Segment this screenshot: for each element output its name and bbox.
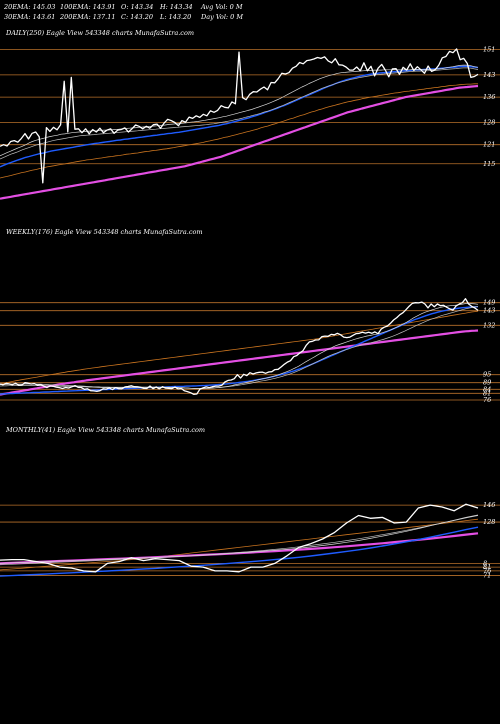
- monthly-level-label: 128: [483, 518, 495, 526]
- monthly-panel: MONTHLY(41) Eagle View 543348 charts Mun…: [0, 426, 500, 580]
- stat-200ema: 200EMA: 137.11: [59, 13, 116, 21]
- stat-day-vol: Day Vol: 0 M: [200, 13, 243, 21]
- weekly-level-label: 149: [483, 299, 495, 307]
- monthly-level-label: 71: [483, 572, 491, 580]
- weekly-level-label: 76: [483, 396, 491, 404]
- daily-level-label: 143: [483, 71, 495, 79]
- daily-level-label: 151: [483, 46, 495, 54]
- daily-long-line: [0, 83, 478, 179]
- stat-open: O: 143.34: [121, 3, 153, 11]
- monthly-level-label: 81: [483, 563, 491, 571]
- monthly-ema30-line: [0, 515, 479, 566]
- weekly-level-label: 132: [483, 321, 495, 329]
- daily-ema200-line: [0, 84, 479, 200]
- daily-ema20-line: [0, 64, 479, 157]
- monthly-price-line: [0, 503, 479, 573]
- monthly-level-label: 8: [483, 559, 487, 567]
- daily-panel: DAILY(250) Eagle View 543348 charts Muna…: [0, 29, 500, 200]
- daily-level-label: 128: [483, 119, 495, 127]
- weekly-level-label: 95: [483, 371, 491, 379]
- monthly-ema100-line: [0, 526, 479, 577]
- monthly-level-label: 146: [483, 501, 495, 509]
- daily-level-label: 121: [483, 141, 495, 149]
- weekly-level-label: 84: [483, 385, 491, 393]
- weekly-chart-title: WEEKLY(176) Eagle View 543348 charts Mun…: [6, 228, 203, 236]
- stat-20ema: 20EMA: 145.03: [3, 3, 55, 11]
- weekly-long-line: [0, 310, 479, 385]
- weekly-ema30-line: [0, 306, 479, 389]
- monthly-chart-title: MONTHLY(41) Eagle View 543348 charts Mun…: [5, 426, 205, 434]
- weekly-level-label: 143: [483, 307, 495, 315]
- monthly-long-line: [0, 518, 479, 571]
- monthly-ema20-line: [0, 514, 479, 564]
- weekly-level-label: 81: [483, 389, 491, 397]
- stat-100ema: 100EMA: 143.91: [60, 3, 116, 11]
- weekly-panel: WEEKLY(176) Eagle View 543348 charts Mun…: [0, 228, 500, 404]
- weekly-level-label: 89: [483, 379, 491, 387]
- daily-level-label: 115: [483, 160, 495, 168]
- weekly-ema20-line: [0, 303, 479, 389]
- stat-30ema: 30EMA: 143.61: [4, 13, 55, 21]
- stat-close: C: 143.20: [121, 13, 153, 21]
- stat-avg-vol: Avg Vol: 0 M: [200, 3, 243, 11]
- stat-high: H: 143.34: [159, 3, 193, 11]
- daily-price-line: [0, 48, 479, 184]
- stat-low: L: 143.20: [159, 13, 191, 21]
- weekly-ema200-line: [0, 329, 479, 396]
- stats-header: 20EMA: 145.03 100EMA: 143.91 O: 143.34 H…: [3, 3, 243, 21]
- monthly-level-label: 76: [483, 567, 491, 575]
- daily-chart-title: DAILY(250) Eagle View 543348 charts Muna…: [5, 29, 194, 37]
- daily-level-label: 136: [483, 93, 495, 101]
- weekly-price-line: [0, 298, 479, 395]
